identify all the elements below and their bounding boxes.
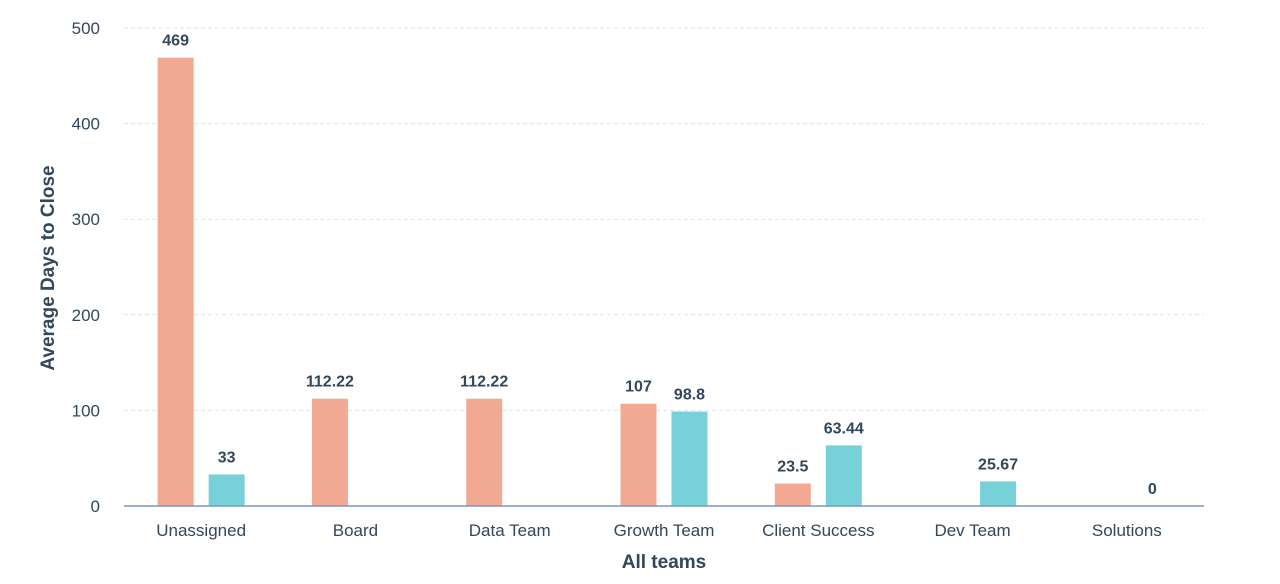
data-label: 107	[625, 379, 652, 396]
x-axis-title: All teams	[622, 552, 706, 573]
data-label: 112.22	[306, 374, 354, 391]
x-category-label: Unassigned	[156, 521, 246, 540]
x-axis-categories: Unassigned Board Data Team Growth Team Clien…	[156, 521, 1162, 540]
y-tick-label: 100	[72, 401, 100, 420]
x-category-label: Growth Team	[614, 521, 715, 540]
bar[interactable]	[620, 403, 657, 506]
x-category-label: Solutions	[1092, 521, 1162, 540]
data-label: 25.67	[978, 456, 1018, 473]
y-tick-label: 500	[72, 19, 100, 38]
bar[interactable]	[208, 474, 245, 506]
bars	[157, 57, 1017, 507]
bar[interactable]	[980, 481, 1017, 506]
bar[interactable]	[311, 398, 348, 506]
bar[interactable]	[157, 57, 194, 507]
y-axis-title: Average Days to Close	[38, 165, 59, 370]
x-category-label: Board	[333, 521, 378, 540]
x-category-label: Client Success	[762, 521, 874, 540]
gridlines	[124, 27, 1204, 411]
data-label: 63.44	[824, 420, 864, 437]
y-tick-label: 200	[72, 306, 100, 325]
bar[interactable]	[466, 398, 503, 506]
data-label: 33	[218, 449, 236, 466]
y-tick-label: 400	[72, 115, 100, 134]
data-labels: 469 33 112.22 112.22 107 98.8 23.5 63.44 25.67 0	[162, 33, 1157, 498]
data-label: 112.22	[460, 374, 508, 391]
data-label: 0	[1148, 481, 1157, 498]
x-category-label: Dev Team	[934, 521, 1010, 540]
y-tick-label: 0	[91, 497, 100, 516]
data-label: 98.8	[674, 387, 705, 404]
bar[interactable]	[825, 445, 862, 506]
data-label: 23.5	[777, 459, 808, 476]
bar[interactable]	[671, 411, 708, 506]
bar[interactable]	[774, 483, 811, 506]
x-category-label: Data Team	[469, 521, 551, 540]
y-axis-ticks: 0 100 200 300 400 500	[72, 19, 100, 516]
data-label: 469	[162, 33, 189, 50]
y-tick-label: 300	[72, 210, 100, 229]
